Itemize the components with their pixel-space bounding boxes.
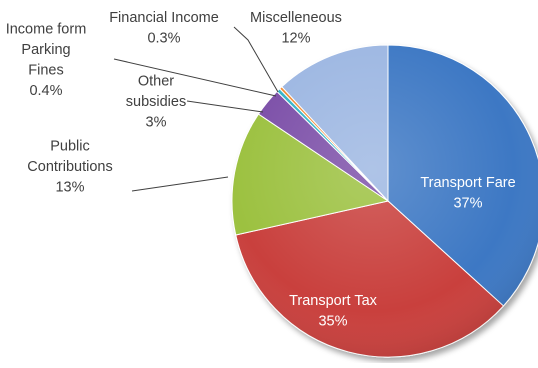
leader-lines [113,26,279,192]
data-label-category: Parking [21,42,70,58]
data-label-category: Public [50,139,90,155]
leader-line-other-subsidies [186,100,264,113]
data-label-category: Transport Fare [420,175,515,191]
data-label-category: Financial Income [109,10,219,26]
leader-line-income-form-parking-fines [113,58,277,97]
data-label-category: Contributions [27,159,112,175]
data-label-value: 12% [281,30,310,46]
data-label-value: 3% [146,115,167,131]
leader-line-financial-income [233,26,279,93]
data-label-category: Income form [6,21,87,37]
data-label-value: 37% [453,195,482,211]
data-label-value: 35% [318,313,347,329]
data-label-transport-tax: Transport Tax 35% [289,293,378,330]
data-label-income-form-parking-fines: Income form Parking Fines 0.4% [6,21,87,99]
data-label-category: subsidies [126,94,186,110]
data-label-category: Miscelleneous [250,10,342,26]
data-label-public-contributions: Public Contributions 13% [27,139,112,196]
data-label-miscelleneous: Miscelleneous 12% [250,10,342,47]
data-label-value: 0.4% [29,83,62,99]
data-label-value: 13% [55,180,84,196]
data-label-category: Other [138,74,174,90]
data-label-financial-income: Financial Income 0.3% [109,10,219,47]
data-label-other-subsidies: Other subsidies 3% [126,74,186,131]
data-label-transport-fare: Transport Fare 37% [420,175,515,212]
data-labels: Transport Fare 37% Transport Tax 35% Public C… [6,10,516,330]
data-label-category: Transport Tax [289,293,378,309]
data-label-value: 0.3% [147,30,180,46]
data-label-category: Fines [28,62,63,78]
leader-line-public-contributions [131,176,229,192]
